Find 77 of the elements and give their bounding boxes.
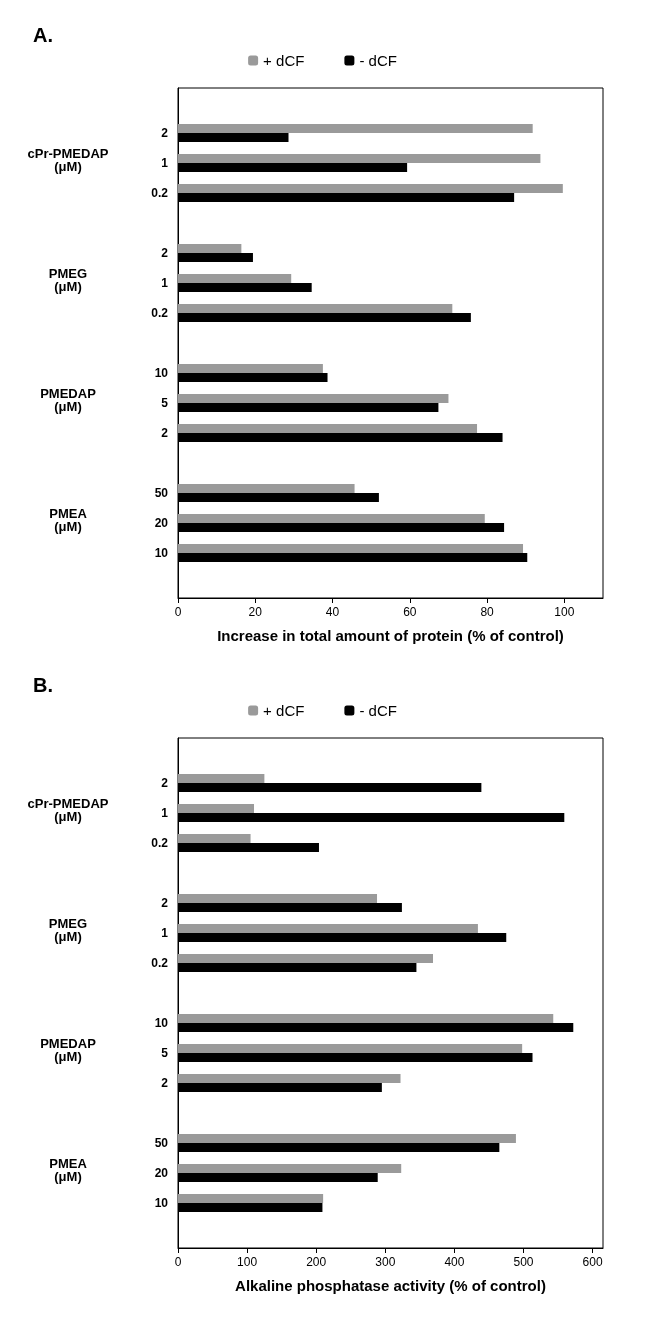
- text: PMEDAP (μM): [40, 386, 97, 414]
- legend-label: - dCF: [359, 702, 397, 719]
- x-tick-label: 100: [554, 605, 575, 619]
- y-tick-label: 2: [161, 126, 169, 140]
- bar: [178, 544, 524, 553]
- y-tick-label: 50: [154, 1136, 169, 1150]
- x-tick-label: 200: [306, 1255, 327, 1269]
- x-tick-label: 80: [480, 605, 495, 619]
- bar: [178, 394, 449, 403]
- x-axis-title: Alkaline phosphatase activity (% of control): [235, 1277, 546, 1294]
- text: PMEDAP (μM): [40, 1036, 97, 1064]
- y-tick-label: 1: [161, 276, 169, 290]
- bar: [178, 274, 292, 283]
- bar: [178, 1134, 516, 1143]
- bar: [178, 184, 563, 193]
- y-tick-label: 2: [161, 1076, 169, 1090]
- chart-title: A.: [33, 24, 53, 46]
- y-tick-label: 2: [161, 896, 169, 910]
- x-tick-label: 500: [513, 1255, 534, 1269]
- x-tick-label: 300: [375, 1255, 396, 1269]
- x-tick-label: 400: [444, 1255, 465, 1269]
- legend-label: + dCF: [263, 702, 305, 719]
- bar: [178, 244, 242, 253]
- legend-label: - dCF: [359, 52, 397, 69]
- y-tick-label: 20: [154, 516, 169, 530]
- bar: [178, 804, 255, 813]
- y-tick-label: 0.2: [151, 186, 169, 200]
- y-tick-label: 0.2: [151, 956, 169, 970]
- bar: [178, 894, 378, 903]
- y-tick-label: 10: [154, 1016, 169, 1030]
- y-tick-label: 1: [161, 806, 169, 820]
- x-tick-label: 60: [403, 605, 417, 619]
- chart-title: B.: [33, 674, 53, 696]
- y-tick-label: 2: [161, 776, 169, 790]
- text: PMEA (μM): [49, 506, 88, 534]
- bar: [178, 484, 355, 493]
- y-tick-label: 0.2: [151, 306, 169, 320]
- bar: [178, 514, 485, 523]
- y-tick-label: 10: [154, 366, 169, 380]
- bar: [178, 1074, 401, 1083]
- y-tick-label: 5: [161, 396, 169, 410]
- y-tick-label: 1: [161, 156, 169, 170]
- y-tick-label: 0.2: [151, 836, 169, 850]
- bar: [178, 124, 533, 133]
- x-tick-label: 0: [174, 605, 182, 619]
- bar: [178, 304, 453, 313]
- x-tick-label: 0: [174, 1255, 182, 1269]
- y-tick-label: 1: [161, 926, 169, 940]
- y-tick-label: 2: [161, 246, 169, 260]
- x-tick-label: 100: [237, 1255, 258, 1269]
- bar: [178, 154, 541, 163]
- bar: [178, 1044, 523, 1053]
- y-tick-label: 10: [154, 1196, 169, 1210]
- y-tick-label: 10: [154, 546, 169, 560]
- bar: [178, 364, 323, 373]
- x-tick-label: 40: [325, 605, 340, 619]
- text: PMEG (μM): [48, 916, 88, 944]
- x-axis-title: Increase in total amount of protein (% of control): [217, 627, 564, 644]
- y-tick-label: 5: [161, 1046, 169, 1060]
- text: cPr-PMEDAP (μM): [27, 146, 109, 174]
- bar: [178, 954, 433, 963]
- y-tick-label: 50: [154, 486, 169, 500]
- bar: [178, 774, 265, 783]
- legend-label: + dCF: [263, 52, 305, 69]
- text: cPr-PMEDAP (μM): [27, 796, 109, 824]
- bar: [178, 424, 478, 433]
- text: PMEA (μM): [49, 1156, 88, 1184]
- x-tick-label: 600: [582, 1255, 603, 1269]
- y-tick-label: 2: [161, 426, 169, 440]
- bar: [178, 834, 251, 843]
- bar: [178, 924, 478, 933]
- x-tick-label: 20: [248, 605, 263, 619]
- text: PMEG (μM): [48, 266, 88, 294]
- y-tick-label: 20: [154, 1166, 169, 1180]
- bar: [178, 1194, 324, 1203]
- bar: [178, 1164, 402, 1173]
- bar: [178, 1014, 554, 1023]
